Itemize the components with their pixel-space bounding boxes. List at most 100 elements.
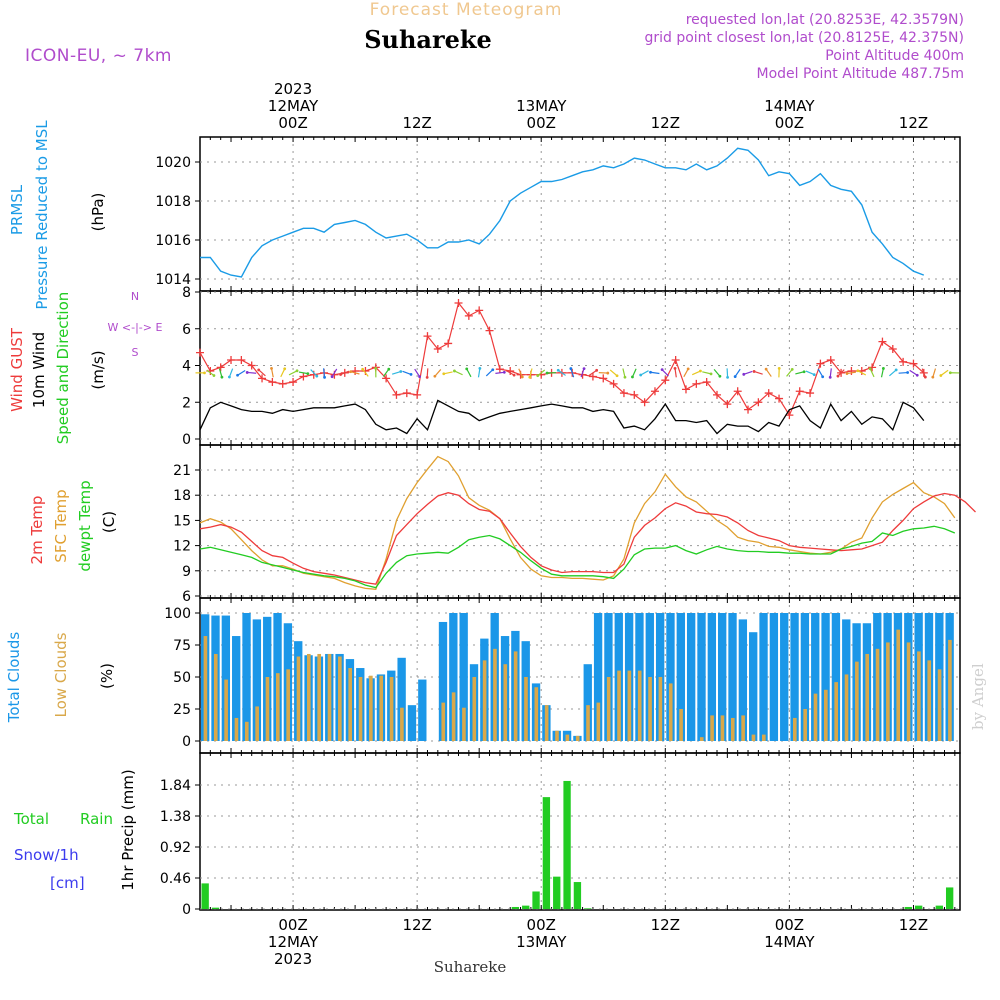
wind-direction-arrow-head	[330, 375, 334, 379]
total-cloud-bar	[707, 613, 717, 741]
watermark: by Angel	[969, 663, 987, 730]
gust-marker	[423, 332, 432, 341]
wind-direction-arrow	[691, 370, 701, 376]
wind-direction-arrow-head	[387, 367, 391, 371]
precip-bar	[573, 882, 582, 909]
gust-marker	[278, 379, 287, 388]
total-cloud-bar	[418, 679, 427, 741]
wind-direction-arrow	[829, 368, 832, 378]
wind-direction-arrow-head	[491, 368, 495, 372]
wind-direction-arrow-head	[733, 375, 737, 378]
wind10m-label: 10m Wind	[30, 332, 48, 408]
low-cloud-bar	[658, 677, 663, 741]
wind-direction-arrow-head	[512, 373, 516, 377]
time-label-bottom: 12Z	[899, 916, 928, 934]
gust-marker	[216, 363, 225, 372]
time-label-bottom: 00Z	[527, 916, 556, 934]
total-cloud-bar	[676, 613, 685, 741]
total-cloud-bar	[242, 613, 251, 741]
gust-marker	[382, 374, 391, 383]
wind-direction-arrow-head	[220, 375, 224, 379]
total-clouds-label: Total Clouds	[5, 632, 23, 724]
wind-direction-arrow	[786, 368, 793, 377]
total-cloud-bar	[232, 636, 241, 741]
wind-direction-arrow-head	[868, 367, 872, 371]
total-cloud-bar	[459, 613, 468, 741]
wind-unit: (m/s)	[89, 350, 107, 389]
temp-unit: (C)	[100, 511, 118, 533]
panel-frame	[199, 752, 961, 911]
wind-direction-arrow-head	[660, 368, 664, 372]
y-tick-label: 18	[173, 488, 191, 504]
low-cloud-bar	[338, 656, 342, 741]
panel-4: 0 0.46 0.92 1.38 1.84	[160, 752, 961, 918]
low-cloud-bar	[648, 677, 652, 741]
low-cloud-bar	[317, 653, 321, 741]
total-cloud-bar	[407, 705, 417, 741]
wind-direction-arrow	[280, 368, 286, 378]
total-cloud-bar	[811, 613, 820, 741]
precip-bar	[945, 887, 954, 909]
y-tick-label: 0	[182, 734, 191, 750]
low-cloud-bar	[544, 705, 549, 741]
wind-direction-arrow	[580, 368, 585, 378]
low-cloud-bar	[358, 677, 363, 741]
wind-direction-arrow	[443, 371, 453, 375]
gust-marker	[785, 411, 794, 420]
precip-bar	[542, 797, 551, 909]
low-cloud-bar	[803, 709, 807, 741]
wind-direction-arrow-head	[203, 371, 206, 375]
gust-marker	[609, 379, 618, 388]
gust-marker	[402, 389, 411, 398]
wind-direction-arrow-head	[323, 375, 326, 379]
wind10m-line	[199, 399, 925, 435]
pressure-label-b: Pressure Reduced to MSL	[33, 120, 51, 310]
gust-marker	[899, 357, 908, 366]
y-tick-label: 75	[173, 638, 191, 654]
low-cloud-bar	[503, 664, 508, 741]
low-cloud-bar	[389, 677, 394, 741]
low-cloud-bar	[855, 661, 859, 741]
point-altitude: Point Altitude 400m	[825, 48, 964, 64]
wind-direction-arrow-head	[453, 369, 456, 373]
wind-direction-arrow-head	[545, 371, 549, 375]
wind-direction-arrow	[570, 368, 575, 378]
low-cloud-bar	[493, 648, 497, 741]
wind-direction-arrow	[898, 371, 908, 374]
wind-direction-arrow	[495, 371, 505, 374]
wind-direction-arrow-head	[236, 373, 239, 377]
wind-direction-arrow-head	[569, 367, 573, 370]
wind-direction-arrow-head	[502, 370, 506, 374]
y-tick-label: 4	[182, 359, 191, 375]
low-cloud-bar	[451, 692, 456, 741]
pressure-unit: (hPa)	[89, 193, 107, 232]
low-cloud-bar	[348, 668, 352, 741]
low-cloud-bar	[565, 734, 570, 741]
y-tick-label: 2	[182, 395, 191, 411]
total-cloud-bar	[686, 613, 696, 741]
wind-direction-arrow	[846, 371, 856, 375]
gust-marker	[806, 389, 815, 398]
wind-direction-arrow-head	[270, 367, 273, 370]
wind-direction-arrow-head	[399, 370, 403, 373]
wind-direction-arrow-head	[881, 367, 885, 370]
panel-1: 0 2 4 6 8	[182, 285, 961, 448]
low-cloud-bar	[617, 670, 621, 741]
wind-direction-arrow-head	[306, 372, 310, 376]
low-cloud-bar	[906, 642, 911, 741]
wind-direction-arrow-head	[836, 374, 840, 378]
wind-direction-arrow	[640, 370, 649, 376]
total-cloud-bar	[666, 613, 675, 741]
wind-direction-arrow-head	[673, 366, 677, 370]
low-cloud-bar	[637, 670, 642, 741]
low-cloud-bar	[369, 675, 373, 741]
panel-frame	[199, 136, 961, 292]
footer-location: Suhareke	[434, 958, 507, 976]
y-tick-label: 50	[173, 670, 191, 686]
wind-direction-arrow	[743, 370, 753, 375]
wind-direction-arrow-head	[856, 369, 860, 373]
wind-direction-arrow	[331, 368, 338, 378]
low-cloud-bar	[720, 715, 725, 741]
low-cloud-bar	[813, 693, 818, 741]
precip-bar	[553, 876, 561, 909]
